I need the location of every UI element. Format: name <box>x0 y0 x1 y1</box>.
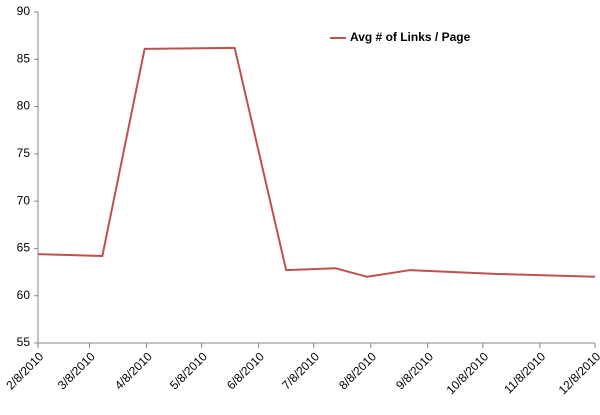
legend-label: Avg # of Links / Page <box>350 30 471 44</box>
x-tick-label: 7/8/2010 <box>279 349 322 392</box>
y-tick-label: 60 <box>17 288 31 302</box>
x-tick-label: 9/8/2010 <box>393 349 436 392</box>
x-tick-label: 6/8/2010 <box>224 349 267 392</box>
y-tick-label: 75 <box>17 146 31 160</box>
x-tick-label: 2/8/2010 <box>3 349 46 392</box>
y-tick-label: 90 <box>17 4 31 18</box>
y-tick-label: 80 <box>17 99 31 113</box>
x-tick-label: 5/8/2010 <box>167 349 210 392</box>
x-tick-label: 3/8/2010 <box>55 349 98 392</box>
y-tick-label: 65 <box>17 241 31 255</box>
x-tick-label: 10/8/2010 <box>444 349 492 397</box>
x-tick-label: 11/8/2010 <box>501 349 548 396</box>
y-tick-label: 85 <box>17 51 31 65</box>
y-tick-label: 70 <box>17 193 31 207</box>
x-tick-label: 8/8/2010 <box>336 349 379 392</box>
y-tick-label: 55 <box>17 335 31 349</box>
x-tick-label: 4/8/2010 <box>112 349 155 392</box>
x-tick-label: 12/8/2010 <box>556 349 600 397</box>
data-line <box>37 46 596 278</box>
